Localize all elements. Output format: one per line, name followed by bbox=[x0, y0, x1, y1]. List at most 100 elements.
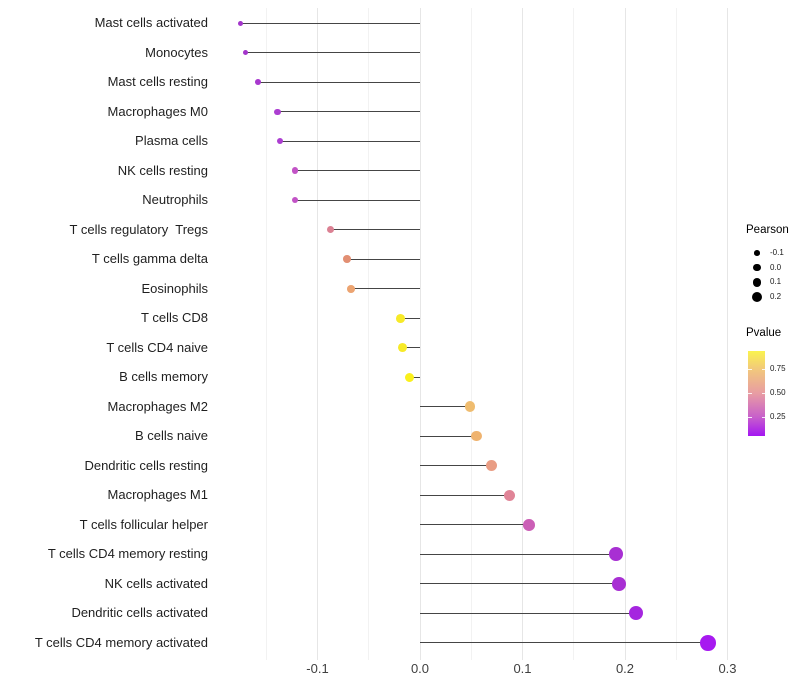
colorbar-tick bbox=[748, 393, 752, 395]
lollipop-stem bbox=[277, 111, 420, 113]
pvalue-colorbar bbox=[748, 351, 765, 436]
gridline-major bbox=[727, 8, 728, 660]
gridline-major bbox=[522, 8, 523, 660]
lollipop-stem bbox=[420, 553, 616, 555]
gridline-major bbox=[624, 8, 626, 660]
data-point bbox=[396, 313, 405, 323]
gridline-minor bbox=[368, 8, 370, 660]
category-label: Mast cells resting bbox=[107, 74, 208, 90]
legend-size-label: 0.0 bbox=[770, 262, 782, 272]
lollipop-stem bbox=[279, 140, 420, 142]
lollipop-stem bbox=[420, 583, 619, 585]
lollipop-stem bbox=[347, 258, 420, 260]
legend-size-circle bbox=[751, 291, 763, 302]
x-tick-label: 0.0 bbox=[410, 661, 430, 676]
category-label: Macrophages M2 bbox=[107, 398, 208, 414]
legend-size-circle bbox=[753, 264, 761, 272]
data-point bbox=[471, 430, 482, 442]
colorbar-tick bbox=[761, 393, 765, 395]
colorbar-tick bbox=[748, 417, 752, 419]
lollipop-stem bbox=[420, 642, 709, 644]
colorbar-tick-label: 0.50 bbox=[770, 388, 786, 398]
gridline-minor bbox=[675, 8, 677, 660]
category-label: T cells follicular helper bbox=[79, 516, 208, 532]
category-label: T cells CD8 bbox=[141, 310, 208, 326]
legend-size-circle bbox=[754, 250, 760, 256]
data-point bbox=[611, 576, 626, 591]
lollipop-stem bbox=[420, 612, 637, 614]
data-point bbox=[700, 634, 716, 651]
data-point bbox=[405, 372, 415, 382]
colorbar-tick-label: 0.25 bbox=[770, 412, 786, 422]
data-point bbox=[276, 138, 283, 145]
category-label: B cells memory bbox=[119, 369, 208, 385]
category-label: Macrophages M1 bbox=[107, 487, 208, 503]
data-point bbox=[486, 460, 498, 472]
category-label: Macrophages M0 bbox=[107, 103, 208, 119]
category-label: Dendritic cells resting bbox=[84, 457, 208, 473]
category-label: Neutrophils bbox=[142, 192, 208, 208]
data-point bbox=[503, 489, 515, 501]
lollipop-stem bbox=[402, 347, 420, 349]
lollipop-stem bbox=[420, 406, 471, 408]
data-point bbox=[465, 401, 476, 412]
data-point bbox=[255, 79, 261, 86]
legend-size-label: 0.1 bbox=[770, 277, 782, 287]
data-point bbox=[629, 606, 644, 621]
gridline-minor bbox=[265, 8, 267, 660]
legend-size-circle bbox=[752, 277, 762, 287]
lollipop-stem bbox=[240, 22, 420, 24]
colorbar-tick bbox=[761, 417, 765, 419]
data-point bbox=[398, 343, 408, 353]
colorbar-tick-label: 0.75 bbox=[770, 363, 786, 373]
data-point bbox=[608, 547, 623, 562]
colorbar-tick bbox=[748, 368, 752, 370]
legend-pearson-title: Pearson bbox=[746, 224, 789, 236]
lollipop-stem bbox=[400, 317, 420, 319]
data-point bbox=[327, 226, 335, 234]
lollipop-stem bbox=[245, 52, 420, 54]
data-point bbox=[347, 284, 356, 293]
colorbar-tick bbox=[761, 368, 765, 370]
data-point bbox=[291, 196, 299, 204]
category-label: T cells CD4 memory activated bbox=[34, 634, 208, 650]
x-tick-label: 0.1 bbox=[513, 661, 532, 676]
x-tick-label: -0.1 bbox=[306, 661, 329, 676]
category-label: Dendritic cells activated bbox=[71, 605, 208, 621]
x-tick-label: 0.2 bbox=[615, 661, 635, 676]
lollipop-stem bbox=[294, 170, 420, 172]
category-label: NK cells resting bbox=[117, 162, 208, 178]
category-label: Mast cells activated bbox=[94, 15, 208, 31]
legend-size-label: 0.2 bbox=[770, 291, 782, 301]
category-label: T cells CD4 memory resting bbox=[47, 546, 208, 562]
lollipop-stem bbox=[330, 229, 420, 231]
x-tick-label: 0.3 bbox=[718, 661, 737, 676]
legend-size-label: -0.1 bbox=[770, 248, 784, 257]
data-point bbox=[243, 50, 249, 56]
category-label: T cells gamma delta bbox=[91, 251, 208, 267]
lollipop-stem bbox=[409, 376, 420, 378]
category-label: T cells CD4 naive bbox=[106, 339, 208, 355]
lollipop-stem bbox=[420, 524, 529, 526]
category-label: NK cells activated bbox=[104, 575, 208, 591]
lollipop-stem bbox=[294, 199, 420, 201]
gridline-minor bbox=[470, 8, 472, 660]
data-point bbox=[274, 108, 281, 115]
gridline-major bbox=[317, 8, 318, 660]
data-point bbox=[522, 518, 535, 531]
category-label: B cells naive bbox=[135, 428, 208, 444]
data-point bbox=[291, 167, 299, 174]
category-label: Eosinophils bbox=[141, 280, 209, 296]
lollipop-stem bbox=[420, 465, 492, 467]
legend-pvalue-title: Pvalue bbox=[746, 327, 782, 339]
data-point bbox=[343, 255, 352, 264]
category-label: Plasma cells bbox=[135, 133, 208, 149]
lollipop-stem bbox=[420, 435, 477, 437]
gridline-minor bbox=[573, 8, 575, 660]
lollipop-stem bbox=[258, 81, 420, 83]
lollipop-stem bbox=[420, 494, 510, 496]
category-label: Monocytes bbox=[145, 44, 208, 60]
category-label: T cells regulatory Tregs bbox=[69, 221, 208, 237]
lollipop-stem bbox=[351, 288, 420, 290]
